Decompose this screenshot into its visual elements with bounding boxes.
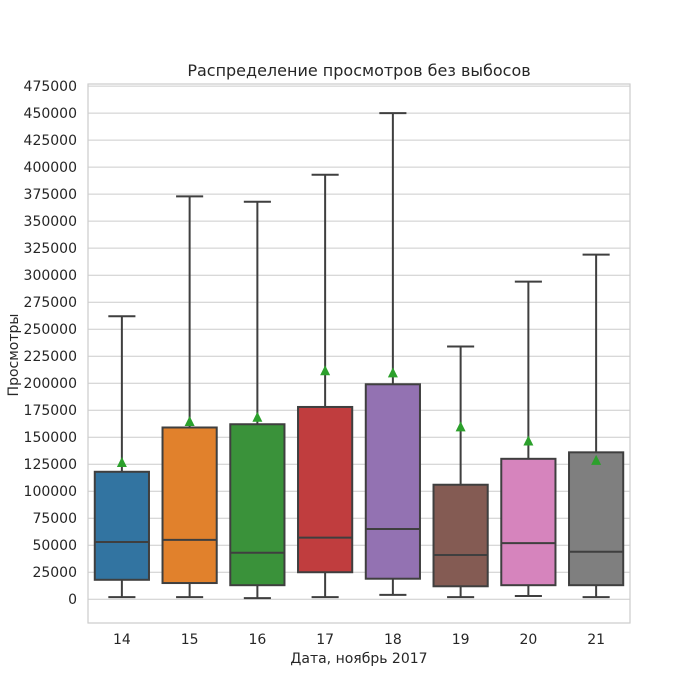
x-tick-labels: 14 15 16 17 18 19 20 21 — [113, 632, 605, 648]
y-tick-label: 300000 — [24, 268, 77, 284]
y-tick-label: 0 — [68, 592, 77, 608]
mean-marker — [320, 365, 331, 376]
mean-marker — [455, 421, 466, 432]
y-tick-label: 75000 — [32, 511, 77, 527]
box-body — [161, 426, 218, 585]
box-21 — [568, 253, 625, 599]
y-tick-label: 475000 — [24, 79, 77, 95]
chart-title: Распределение просмотров без выбосов — [187, 61, 530, 80]
box-16 — [229, 200, 286, 600]
box-body — [229, 423, 286, 587]
x-axis-label: Дата, ноябрь 2017 — [290, 651, 427, 667]
y-tick-label: 425000 — [24, 133, 77, 149]
box-body — [432, 483, 489, 588]
x-tick-label: 19 — [452, 632, 470, 648]
box-series — [93, 112, 625, 600]
box-15 — [161, 195, 218, 599]
y-axis-label: Просмотры — [6, 314, 22, 397]
y-tick-label: 275000 — [24, 295, 77, 311]
y-tick-label: 175000 — [24, 403, 77, 419]
y-tick-label: 100000 — [24, 484, 77, 500]
x-tick-label: 15 — [181, 632, 199, 648]
x-tick-label: 18 — [384, 632, 402, 648]
plot-frame — [87, 83, 631, 624]
y-tick-label: 325000 — [24, 241, 77, 257]
x-tick-label: 16 — [248, 632, 266, 648]
mean-marker — [523, 435, 534, 446]
box-body — [500, 457, 557, 587]
box-18 — [364, 112, 421, 596]
x-tick-label: 20 — [519, 632, 537, 648]
y-tick-label: 225000 — [24, 349, 77, 365]
box-14 — [93, 315, 150, 599]
y-tick-label: 150000 — [24, 430, 77, 446]
y-tick-label: 25000 — [32, 565, 77, 581]
box-19 — [432, 345, 489, 599]
x-tick-label: 17 — [316, 632, 334, 648]
y-tick-label: 50000 — [32, 538, 77, 554]
y-tick-label: 350000 — [24, 214, 77, 230]
mean-marker — [116, 457, 127, 468]
x-tick-label: 14 — [113, 632, 131, 648]
y-tick-label: 375000 — [24, 187, 77, 203]
box-17 — [297, 173, 354, 599]
box-body — [93, 470, 150, 581]
box-body — [364, 383, 421, 580]
y-tick-label: 125000 — [24, 457, 77, 473]
box-20 — [500, 280, 557, 597]
y-tick-labels: 0 25000 50000 75000 100000 125000 150000 175000… — [24, 79, 77, 608]
box-body — [568, 451, 625, 587]
mean-marker — [591, 454, 602, 465]
y-tick-label: 400000 — [24, 160, 77, 176]
y-tick-label: 450000 — [24, 106, 77, 122]
x-tick-label: 21 — [587, 632, 605, 648]
mean-marker — [387, 367, 398, 378]
mean-marker — [252, 411, 263, 422]
box-body — [297, 405, 354, 574]
y-tick-label: 200000 — [24, 376, 77, 392]
mean-marker — [184, 416, 195, 427]
y-tick-label: 250000 — [24, 322, 77, 338]
